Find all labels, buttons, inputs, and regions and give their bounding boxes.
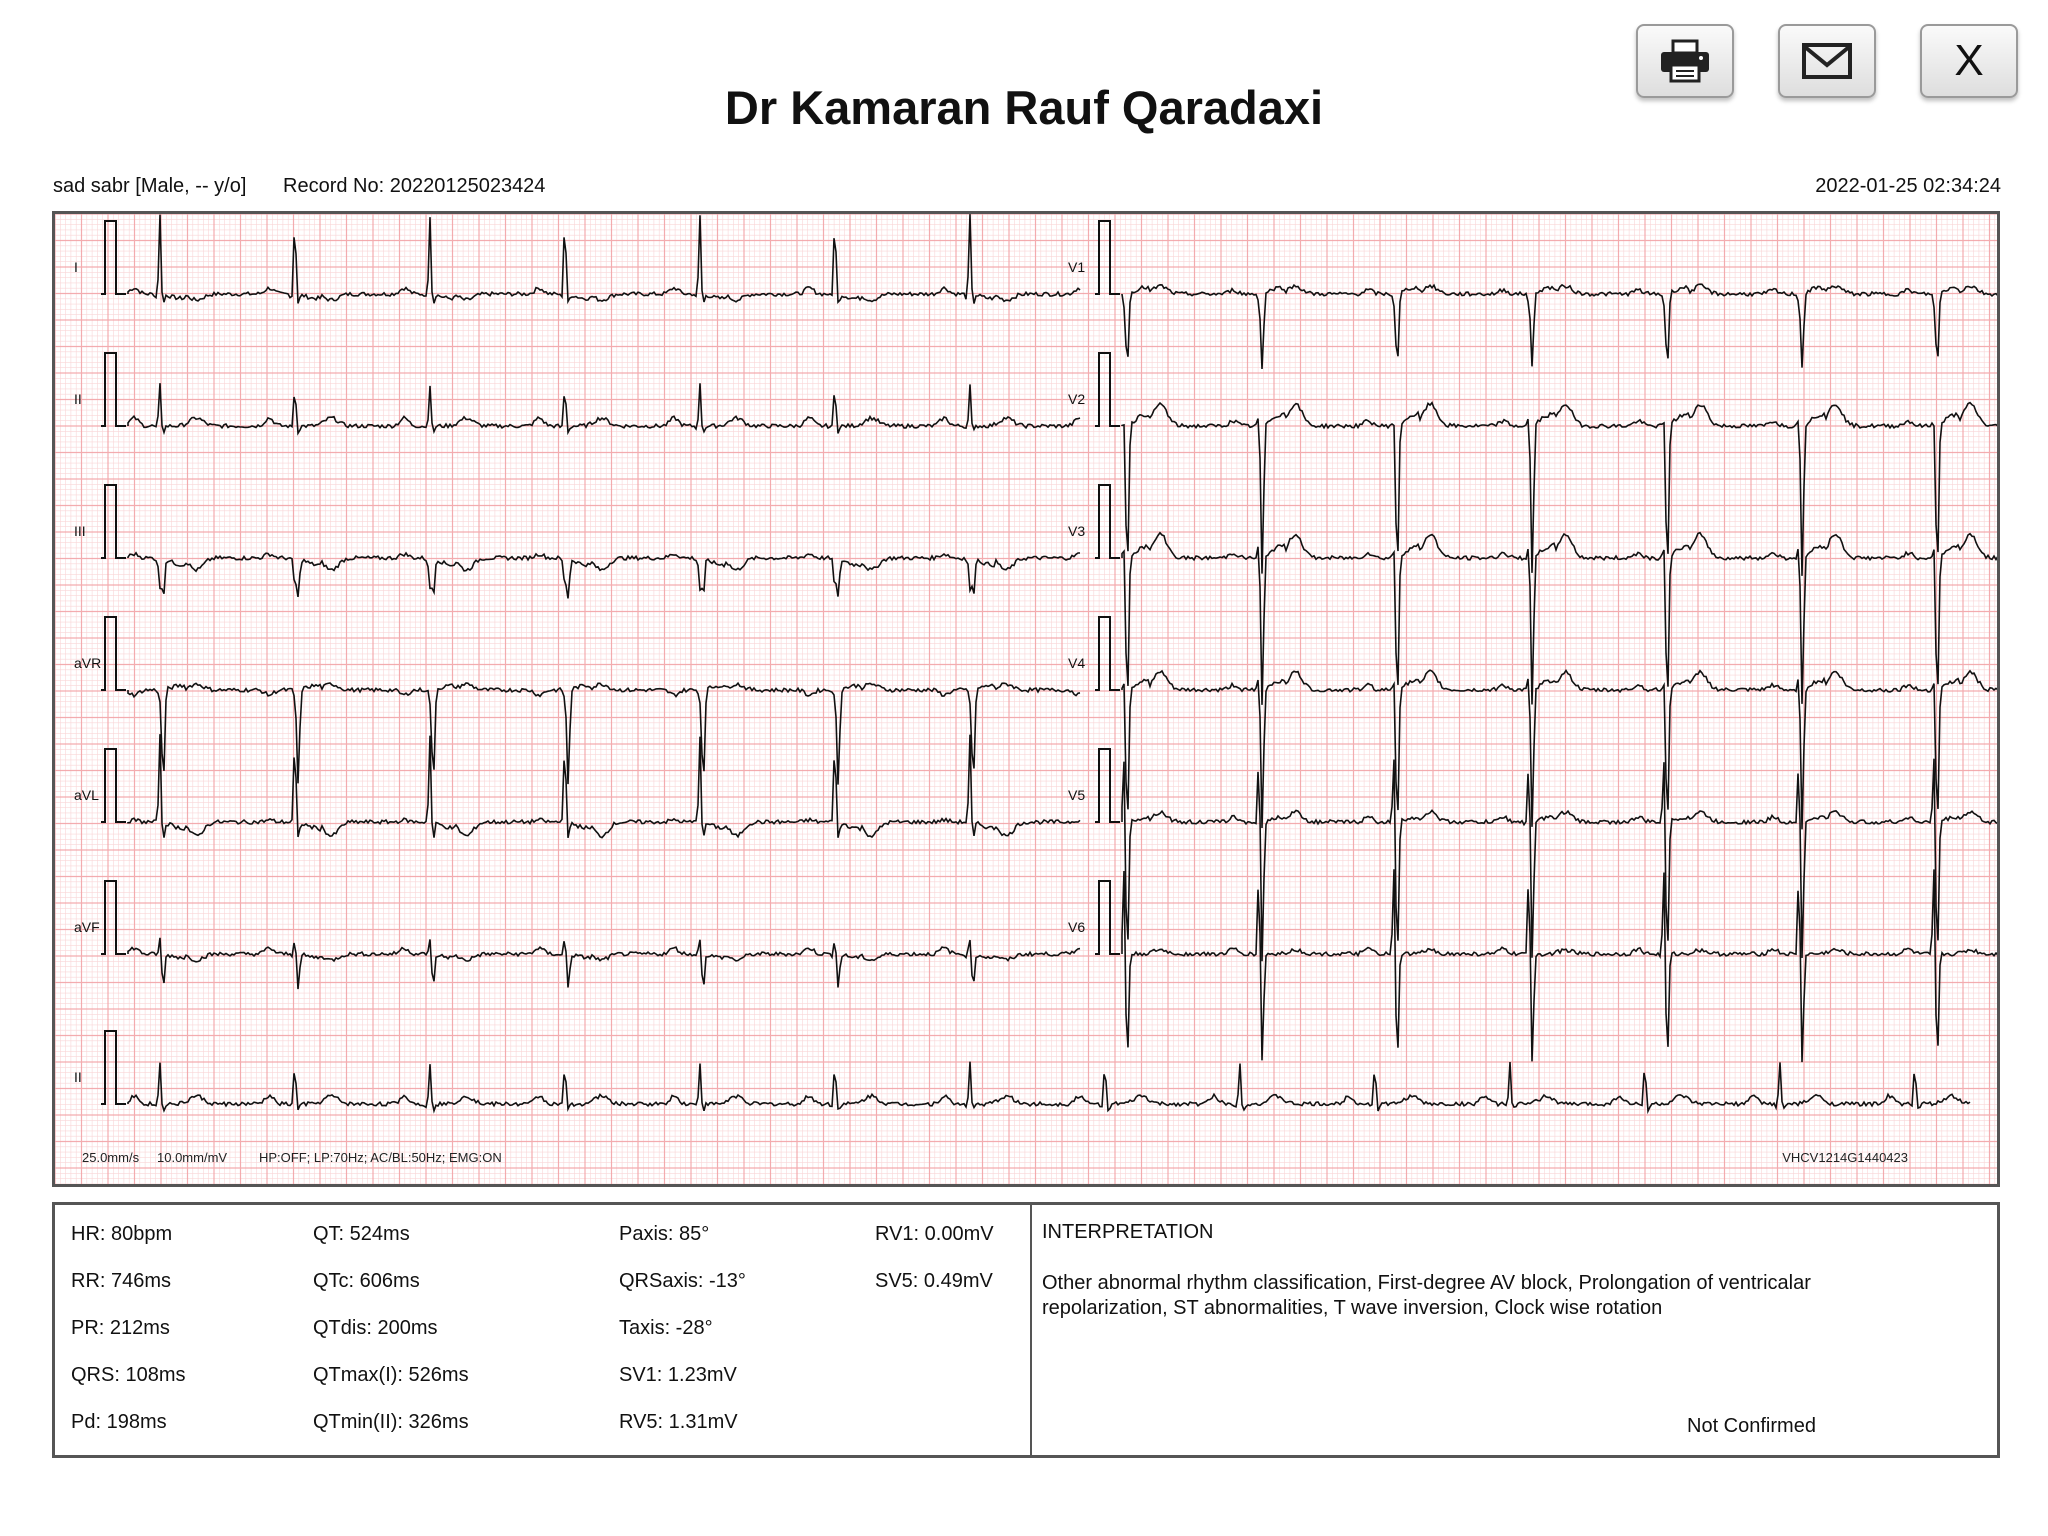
lead-label: I — [74, 259, 78, 275]
ecg-trace — [1121, 531, 1997, 705]
calibration-pulse — [1095, 352, 1120, 427]
ecg-trace — [1121, 869, 1997, 1063]
lead-label: V3 — [1068, 523, 1085, 539]
calibration-pulse — [101, 352, 126, 427]
lead-label: V4 — [1068, 655, 1085, 671]
lead-label: V5 — [1068, 787, 1085, 803]
ecg-filters: HP:OFF; LP:70Hz; AC/BL:50Hz; EMG:ON — [259, 1150, 502, 1165]
measurement-item: Pd: 198ms — [71, 1411, 167, 1433]
measurement-item: Taxis: -28° — [619, 1317, 713, 1339]
measurement-item: QRSaxis: -13° — [619, 1270, 746, 1292]
calibration-pulse — [1095, 484, 1120, 559]
interpretation-heading: INTERPRETATION — [1042, 1221, 1214, 1243]
measurement-item: RV1: 0.00mV — [875, 1223, 994, 1245]
ecg-speed: 25.0mm/s — [82, 1150, 140, 1165]
measurement-item: PR: 212ms — [71, 1317, 170, 1339]
page-title: Dr Kamaran Rauf Qaradaxi — [724, 81, 1324, 134]
measurement-item: QRS: 108ms — [71, 1364, 186, 1386]
print-button[interactable] — [1636, 24, 1734, 98]
lead-label: aVF — [74, 919, 100, 935]
measurement-item: Paxis: 85° — [619, 1223, 710, 1245]
panel-divider — [1030, 1205, 1032, 1455]
measurement-item: RV5: 1.31mV — [619, 1411, 738, 1433]
measurement-item: QTmax(I): 526ms — [313, 1364, 469, 1386]
lead-label: II — [74, 1069, 82, 1085]
ecg-trace — [127, 681, 1081, 785]
ecg-trace — [127, 551, 1080, 599]
lead-label: V1 — [1068, 259, 1085, 275]
record-number: Record No: 20220125023424 — [283, 175, 546, 197]
confirmation-status: Not Confirmed — [1687, 1415, 1816, 1437]
lead-label: aVL — [74, 787, 99, 803]
close-icon: X — [1954, 36, 1984, 85]
printer-icon — [1661, 39, 1709, 83]
close-button[interactable]: X — [1920, 24, 2018, 98]
calibration-pulse — [101, 880, 126, 955]
lead-label: aVR — [74, 655, 101, 671]
calibration-pulse — [1095, 616, 1120, 691]
measurement-item: QTmin(II): 326ms — [313, 1411, 469, 1433]
measurement-item: QTc: 606ms — [313, 1270, 420, 1292]
measurement-item: HR: 80bpm — [71, 1223, 173, 1245]
measurement-item: SV1: 1.23mV — [619, 1364, 737, 1386]
ecg-trace — [127, 1061, 1971, 1115]
calibration-pulse — [101, 748, 126, 823]
record-datetime: 2022-01-25 02:34:24 — [1815, 175, 2001, 197]
calibration-pulse — [1095, 880, 1120, 955]
lead-label: II — [74, 391, 82, 407]
lead-label: III — [74, 523, 86, 539]
mail-icon — [1802, 43, 1852, 79]
ecg-trace — [1121, 401, 1997, 576]
ecg-trace — [127, 214, 1081, 305]
calibration-pulse — [101, 1030, 126, 1105]
ecg-trace — [127, 734, 1081, 839]
ecg-device-id: VHCV1214G1440423 — [1782, 1150, 1908, 1165]
ecg-trace — [127, 383, 1081, 436]
calibration-pulse — [101, 616, 126, 691]
lead-label: V2 — [1068, 391, 1085, 407]
calibration-pulse — [101, 484, 126, 559]
ecg-trace — [1121, 283, 1997, 370]
lead-label: V6 — [1068, 919, 1085, 935]
measurement-item: SV5: 0.49mV — [875, 1270, 993, 1292]
report-panel: HR: 80bpm RR: 746ms PR: 212ms QRS: 108ms Pd:… — [52, 1202, 2000, 1458]
measurement-item: RR: 746ms — [71, 1270, 172, 1292]
email-button[interactable] — [1778, 24, 1876, 98]
ecg-trace — [127, 937, 1081, 990]
ecg-trace — [1121, 758, 1997, 962]
ecg-trace — [1121, 668, 1997, 830]
calibration-pulse — [1095, 220, 1120, 295]
ecg-gain: 10.0mm/mV — [157, 1150, 227, 1165]
calibration-pulse — [101, 220, 126, 295]
ecg-chart: I II III aVR aVL aVF V1 V2 V3 V4 V5 V6 II 25.0mm/s 1… — [52, 211, 2000, 1187]
measurement-item: QTdis: 200ms — [313, 1317, 438, 1339]
calibration-pulse — [1095, 748, 1120, 823]
interpretation-text: Other abnormal rhythm classification, Fi… — [1042, 1272, 1811, 1319]
measurement-item: QT: 524ms — [313, 1223, 410, 1245]
patient-info: sad sabr [Male, -- y/o] — [53, 175, 247, 197]
